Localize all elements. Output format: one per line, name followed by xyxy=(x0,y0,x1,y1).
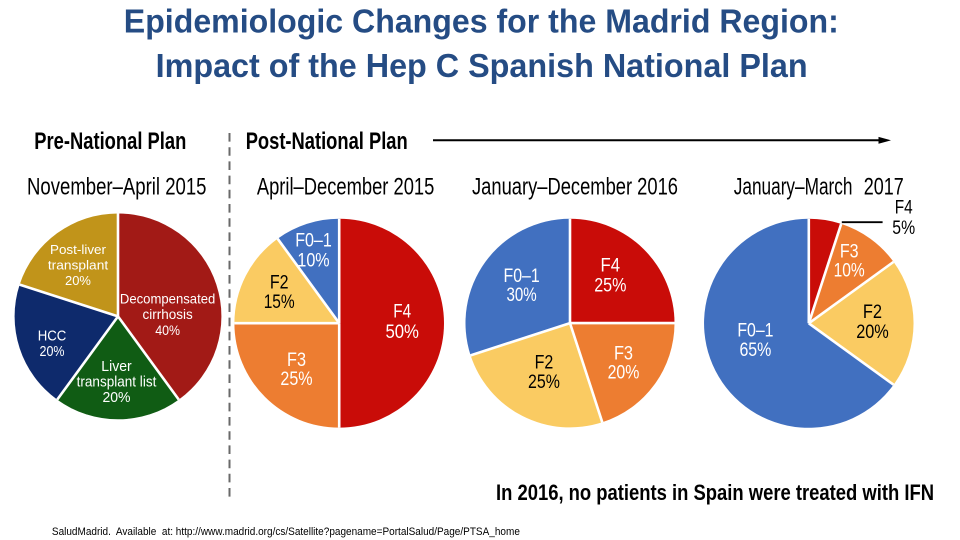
svg-text:F2: F2 xyxy=(863,302,882,323)
svg-text:20%: 20% xyxy=(856,322,889,343)
svg-text:20%: 20% xyxy=(65,273,91,288)
svg-text:F4: F4 xyxy=(393,302,411,323)
svg-text:F4: F4 xyxy=(895,198,913,219)
svg-text:Liver: Liver xyxy=(101,358,131,375)
svg-text:Impact of the Hep C Spanish Na: Impact of the Hep C Spanish National Pla… xyxy=(156,48,808,85)
svg-text:F4: F4 xyxy=(601,256,621,277)
svg-text:Post-liver: Post-liver xyxy=(50,242,107,257)
svg-text:Pre-National Plan: Pre-National Plan xyxy=(34,128,186,155)
svg-text:F2: F2 xyxy=(535,353,554,374)
svg-text:F0–1: F0–1 xyxy=(295,231,332,252)
svg-text:cirrhosis: cirrhosis xyxy=(143,307,193,322)
svg-text:F3: F3 xyxy=(287,350,306,371)
svg-text:65%: 65% xyxy=(739,340,771,361)
svg-text:10%: 10% xyxy=(297,250,329,271)
svg-text:January–December 2016: January–December 2016 xyxy=(472,173,678,200)
svg-text:November–April 2015: November–April 2015 xyxy=(27,173,207,200)
svg-text:25%: 25% xyxy=(280,369,312,390)
svg-text:2017: 2017 xyxy=(864,173,904,200)
svg-text:F0–1: F0–1 xyxy=(504,266,540,287)
svg-text:Decompensated: Decompensated xyxy=(120,292,215,307)
svg-text:In 2016, no patients in Spain: In 2016, no patients in Spain were treat… xyxy=(496,480,934,505)
svg-text:SaludMadrid. Available at: h: SaludMadrid. Available at: http://www.ma… xyxy=(52,526,520,538)
svg-text:20%: 20% xyxy=(40,343,65,360)
svg-text:F3: F3 xyxy=(614,344,633,365)
svg-text:30%: 30% xyxy=(507,285,537,306)
svg-text:10%: 10% xyxy=(834,261,865,282)
svg-text:F3: F3 xyxy=(840,242,859,263)
svg-text:Epidemiologic Changes for the: Epidemiologic Changes for the Madrid Reg… xyxy=(124,4,839,41)
svg-text:20%: 20% xyxy=(608,363,640,384)
svg-text:F0–1: F0–1 xyxy=(737,321,773,342)
svg-text:25%: 25% xyxy=(594,275,626,296)
svg-text:transplant: transplant xyxy=(48,258,109,273)
svg-text:40%: 40% xyxy=(155,323,180,338)
svg-text:HCC: HCC xyxy=(38,327,67,344)
svg-text:15%: 15% xyxy=(264,292,295,313)
svg-text:January–March: January–March xyxy=(734,173,853,200)
svg-text:50%: 50% xyxy=(385,322,419,343)
svg-text:April–December 2015: April–December 2015 xyxy=(257,173,435,200)
svg-text:transplant list: transplant list xyxy=(77,373,157,390)
svg-text:25%: 25% xyxy=(528,372,560,393)
svg-text:Post-National Plan: Post-National Plan xyxy=(246,128,408,155)
svg-text:5%: 5% xyxy=(892,218,915,239)
svg-text:20%: 20% xyxy=(102,389,130,406)
svg-text:F2: F2 xyxy=(270,273,289,294)
